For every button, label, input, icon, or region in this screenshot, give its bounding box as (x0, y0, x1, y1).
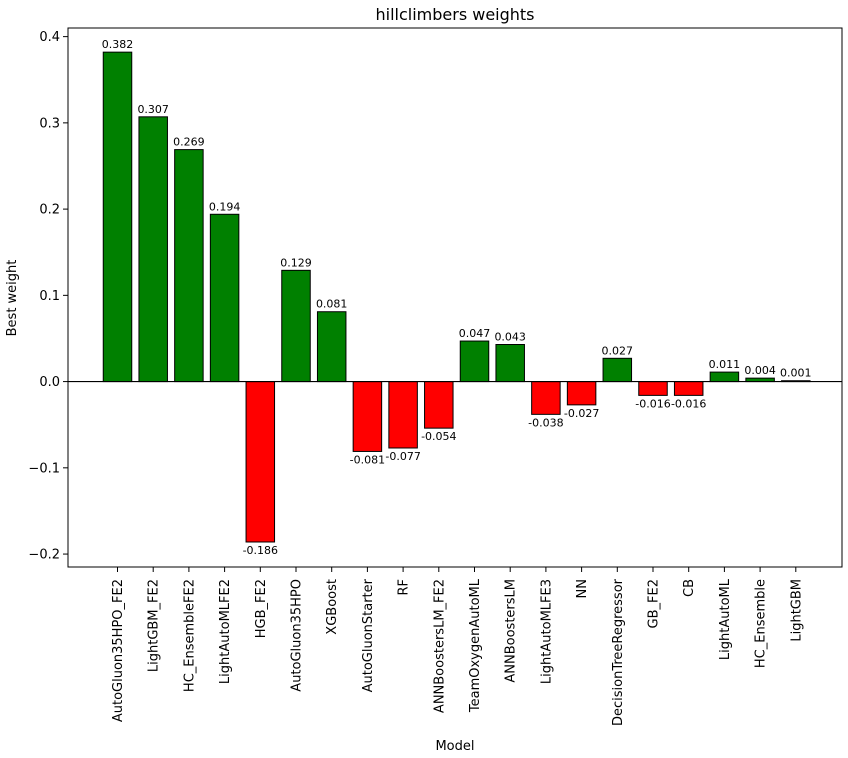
bar-value-label: -0.016 (671, 397, 706, 410)
bar-lightgbm-fe2 (138, 116, 168, 383)
bar-hc-ensemblefe2 (174, 149, 204, 383)
bar-value-label: -0.027 (564, 407, 599, 420)
bar-annboosterslm-fe2 (424, 381, 454, 429)
bar-annboosterslm (495, 344, 525, 383)
bar-decisiontreeregressor (602, 357, 633, 383)
y-tick-label: 0.2 (39, 203, 60, 218)
bar-cb (673, 381, 704, 396)
bar-value-label: 0.307 (137, 103, 169, 116)
bar-gb-fe2 (638, 381, 668, 396)
x-tick-label: LightAutoMLFE3 (539, 579, 554, 684)
bar-value-label: 0.269 (173, 136, 205, 149)
bar-lightautomlfe2 (209, 213, 240, 383)
y-axis: −0.2 −0.1 0.0 0.1 0.2 0.3 0.4 (28, 30, 68, 563)
x-tick-label: HGB_FE2 (254, 579, 269, 638)
x-tick-label: NN (575, 579, 590, 598)
x-axis: AutoGluon35HPO_FE2 LightGBM_FE2 HC_Ensembl… (111, 567, 804, 726)
bar-teamoxygenautoml (459, 340, 490, 383)
x-tick-label: AutoGluonStarter (361, 578, 376, 692)
x-tick-label: LightGBM_FE2 (147, 579, 162, 672)
x-tick-label: ANNBoostersLM (504, 579, 519, 683)
y-tick-label: 0.0 (39, 375, 60, 390)
chart-title: hillclimbers weights (375, 5, 534, 24)
bar-value-label: 0.081 (316, 298, 348, 311)
y-axis-title: Best weight (5, 260, 20, 337)
x-tick-label: LightGBM (789, 579, 804, 642)
bar-lightautoml (709, 371, 740, 383)
x-tick-label: DecisionTreeRegressor (611, 578, 626, 726)
bar-value-label: -0.016 (635, 397, 670, 410)
x-tick-label: XGBoost (325, 579, 340, 635)
x-tick-label: AutoGluon35HPO (290, 579, 305, 692)
y-tick-label: 0.4 (39, 30, 60, 45)
y-tick-label: −0.1 (28, 461, 60, 476)
bar-value-label: 0.004 (744, 364, 776, 377)
x-tick-label: GB_FE2 (647, 579, 662, 628)
x-axis-title: Model (435, 739, 474, 754)
x-tick-label: HC_EnsembleFE2 (182, 579, 197, 692)
bar-value-label: -0.077 (385, 450, 420, 463)
bar-value-label: 0.043 (494, 331, 526, 344)
x-tick-label: LightAutoMLFE2 (218, 579, 233, 684)
bar-xgboost (316, 311, 347, 383)
x-tick-label: LightAutoML (718, 578, 733, 660)
x-tick-label: AutoGluon35HPO_FE2 (111, 579, 126, 722)
bar-lightautomlfe3 (531, 381, 561, 415)
bar-value-label: -0.038 (528, 416, 563, 429)
bar-value-label: 0.382 (102, 38, 134, 51)
bar-value-label: 0.194 (209, 200, 241, 213)
value-labels-group: 0.382 0.307 0.269 0.194 -0.186 0.129 0.081 -0.0… (102, 38, 812, 557)
y-tick-label: 0.3 (39, 116, 60, 131)
bar-autogluon35hpo (281, 269, 311, 383)
bar-rf (388, 381, 418, 449)
plot-area (67, 27, 843, 568)
bar-value-label: 0.011 (709, 358, 741, 371)
bar-autogluon35hpo-fe2 (102, 51, 133, 383)
bar-value-label: 0.001 (780, 367, 812, 380)
bar-value-label: -0.186 (243, 544, 278, 557)
bar-hgb-fe2 (245, 381, 276, 543)
x-tick-label: RF (397, 579, 412, 596)
x-tick-label: CB (682, 579, 697, 597)
x-tick-label: TeamOxygenAutoML (468, 578, 483, 713)
x-tick-label: HC_Ensemble (754, 579, 769, 668)
bars-group (102, 51, 811, 543)
bar-value-label: 0.047 (459, 327, 491, 340)
bar-value-label: 0.027 (602, 344, 634, 357)
y-tick-label: 0.1 (39, 289, 60, 304)
bar-value-label: 0.129 (280, 256, 312, 269)
bar-value-label: -0.054 (421, 430, 456, 443)
bar-autogluonstarter (352, 381, 383, 452)
x-tick-label: ANNBoostersLM_FE2 (432, 579, 447, 713)
bar-value-label: -0.081 (350, 453, 385, 466)
bar-nn (566, 381, 597, 406)
y-tick-label: −0.2 (28, 548, 60, 563)
